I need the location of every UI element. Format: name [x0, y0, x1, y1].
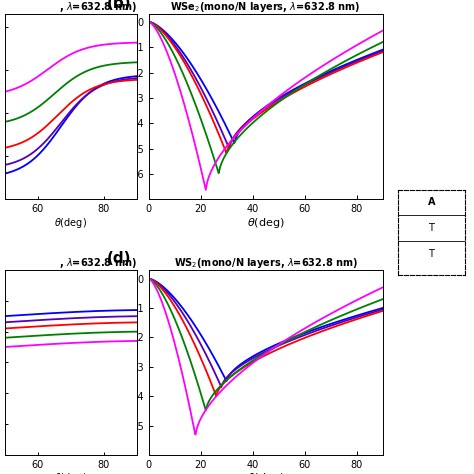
Title: WS$_2$(mono/N layers, $\lambda$=632.8 nm): WS$_2$(mono/N layers, $\lambda$=632.8 nm…	[173, 255, 358, 270]
Text: T: T	[428, 248, 434, 259]
X-axis label: $\theta$(deg): $\theta$(deg)	[247, 216, 284, 230]
X-axis label: $\theta$(deg): $\theta$(deg)	[247, 471, 284, 474]
Text: , $\lambda$=632.8 nm): , $\lambda$=632.8 nm)	[59, 255, 137, 270]
Title: WSe$_2$(mono/N layers, $\lambda$=632.8 nm): WSe$_2$(mono/N layers, $\lambda$=632.8 n…	[170, 0, 361, 14]
X-axis label: $\theta$(deg): $\theta$(deg)	[55, 216, 87, 230]
Y-axis label: $\Delta_{GH}$ (p-wave)
$\lambda$: $\Delta_{GH}$ (p-wave) $\lambda$	[103, 328, 131, 397]
Text: A: A	[428, 197, 435, 208]
X-axis label: $\theta$(deg): $\theta$(deg)	[55, 471, 87, 474]
Text: T: T	[428, 223, 434, 233]
Text: (b): (b)	[107, 0, 131, 10]
Y-axis label: $\Delta_{GH}$ (p-wave)
$\lambda$: $\Delta_{GH}$ (p-wave) $\lambda$	[103, 73, 131, 141]
Text: (d): (d)	[107, 251, 131, 266]
Text: , $\lambda$=632.8 nm): , $\lambda$=632.8 nm)	[59, 0, 137, 14]
